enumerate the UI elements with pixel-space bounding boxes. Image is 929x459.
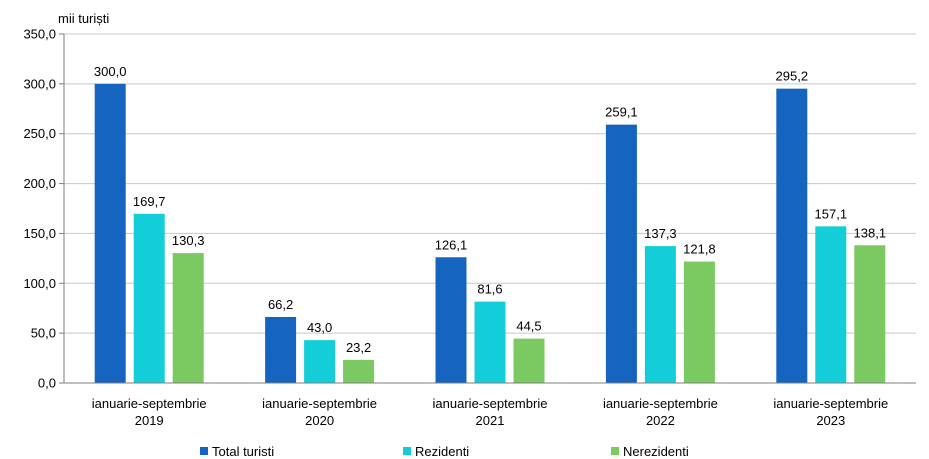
x-category-label-line: 2021 (476, 413, 505, 428)
bars: 300,0 169,7 130,3 66,2 43,0 23,2 126,1 81,6 44,5… (94, 64, 886, 383)
x-category-label-line: ianuarie-septembrie (92, 396, 207, 411)
bar (172, 253, 204, 383)
data-label: 138,1 (854, 225, 887, 240)
bar (854, 245, 886, 383)
gridlines (64, 33, 916, 334)
y-tick-label: 300,0 (23, 76, 56, 91)
y-tick-label: 0,0 (38, 376, 56, 391)
y-tick-label: 50,0 (31, 326, 56, 341)
data-label: 137,3 (644, 226, 677, 241)
bar (644, 246, 676, 383)
x-category-label: ianuarie-septembrie 2019 (92, 396, 207, 428)
data-label: 44,5 (516, 319, 541, 334)
x-category-label: ianuarie-septembrie 2020 (262, 396, 377, 428)
data-label: 66,2 (268, 297, 293, 312)
data-label: 259,1 (605, 105, 638, 120)
legend-label: Rezidenti (415, 444, 469, 459)
bar (683, 261, 715, 383)
bar (815, 226, 847, 383)
x-category-label-line: 2023 (816, 413, 845, 428)
y-tick-label: 200,0 (23, 176, 56, 191)
y-tick-label: 150,0 (23, 226, 56, 241)
x-axis: ianuarie-septembrie 2019ianuarie-septembr… (64, 382, 916, 428)
x-category-label-line: 2020 (305, 413, 334, 428)
x-category-label-line: 2022 (646, 413, 675, 428)
data-label: 157,1 (815, 206, 848, 221)
legend-swatch (403, 447, 411, 455)
x-category-label: ianuarie-septembrie 2022 (603, 396, 718, 428)
y-tick-label: 350,0 (23, 27, 56, 42)
legend-swatch (200, 447, 208, 455)
legend-label: Total turisti (212, 444, 274, 459)
y-axis: 0,0 50,0 100,0 150,0 200,0 250,0 300,0 350,0 (23, 27, 65, 391)
bar (343, 359, 375, 383)
data-label: 81,6 (477, 282, 502, 297)
bar (513, 338, 545, 383)
x-category-label-line: ianuarie-septembrie (433, 396, 548, 411)
bar (265, 316, 297, 383)
legend: Total turisti Rezidenti Nerezidenti (200, 444, 689, 459)
x-category-label: ianuarie-septembrie 2023 (773, 396, 888, 428)
data-label: 23,2 (346, 340, 371, 355)
bar (474, 301, 506, 383)
y-tick-label: 250,0 (23, 126, 56, 141)
data-label: 295,2 (776, 69, 809, 84)
legend-swatch (611, 447, 619, 455)
bar (435, 257, 467, 383)
data-label: 126,1 (435, 237, 468, 252)
y-unit-label: mii turiști (58, 11, 109, 26)
bar (133, 213, 165, 383)
x-category-label-line: ianuarie-septembrie (773, 396, 888, 411)
bar (94, 83, 126, 383)
data-label: 169,7 (133, 194, 166, 209)
x-category-label-line: ianuarie-septembrie (603, 396, 718, 411)
x-category-label: ianuarie-septembrie 2021 (433, 396, 548, 428)
data-label: 43,0 (307, 320, 332, 335)
data-label: 130,3 (172, 233, 205, 248)
x-category-label-line: 2019 (135, 413, 164, 428)
bar (304, 340, 336, 383)
y-tick-label: 100,0 (23, 276, 56, 291)
x-category-label-line: ianuarie-septembrie (262, 396, 377, 411)
legend-label: Nerezidenti (623, 444, 689, 459)
data-label: 300,0 (94, 64, 127, 79)
bar (776, 88, 808, 383)
data-label: 121,8 (683, 242, 716, 257)
bar (605, 124, 637, 383)
